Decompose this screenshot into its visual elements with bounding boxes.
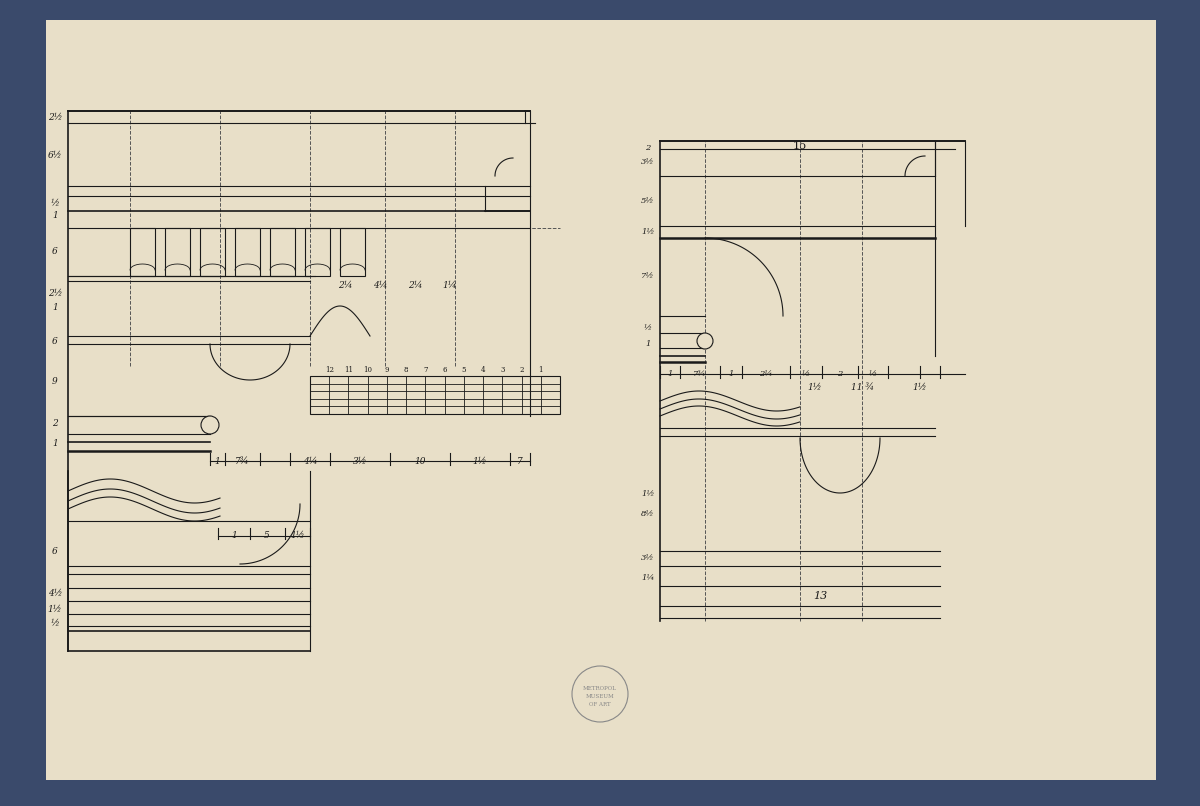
Text: 2½: 2½: [48, 114, 62, 123]
Text: 4¼: 4¼: [373, 281, 388, 290]
Circle shape: [202, 416, 220, 434]
Text: 1½: 1½: [48, 605, 62, 614]
Text: ½: ½: [50, 620, 59, 629]
Text: 2: 2: [646, 144, 650, 152]
Text: 7: 7: [424, 366, 427, 374]
Text: 2¼: 2¼: [408, 281, 422, 290]
Text: 5½: 5½: [641, 197, 655, 205]
Circle shape: [697, 333, 713, 349]
Text: 3½: 3½: [353, 456, 367, 466]
Text: 1: 1: [667, 370, 673, 378]
Bar: [270, 228, 295, 276]
Text: 3½: 3½: [641, 158, 655, 166]
Text: METROPOL: METROPOL: [583, 685, 617, 691]
Text: 7¾: 7¾: [235, 456, 250, 466]
Text: 1½: 1½: [290, 531, 305, 541]
Text: 7¾: 7¾: [694, 370, 707, 378]
Text: MUSEUM: MUSEUM: [586, 693, 614, 699]
Text: 11 ¾: 11 ¾: [852, 384, 875, 393]
Text: ½: ½: [50, 200, 59, 209]
Text: 1½: 1½: [808, 384, 822, 393]
Text: 1: 1: [646, 340, 650, 348]
Text: 11: 11: [344, 366, 353, 374]
Text: 3½: 3½: [641, 554, 655, 562]
Bar: [310, 376, 560, 414]
Text: 1½: 1½: [641, 228, 655, 236]
Text: 3: 3: [500, 366, 504, 374]
Text: 13: 13: [812, 591, 827, 601]
Text: 15: 15: [793, 141, 808, 151]
Text: 6: 6: [52, 247, 58, 256]
Text: 1¼: 1¼: [443, 281, 457, 290]
Text: 1: 1: [728, 370, 733, 378]
Bar: [305, 228, 330, 276]
Text: 1: 1: [232, 531, 236, 541]
Text: ½: ½: [802, 370, 810, 378]
Text: 1: 1: [52, 211, 58, 221]
Text: 9: 9: [52, 376, 58, 385]
Text: 1: 1: [52, 439, 58, 448]
Text: OF ART: OF ART: [589, 701, 611, 707]
Text: 4: 4: [481, 366, 485, 374]
Bar: [130, 228, 155, 276]
Text: 4½: 4½: [48, 588, 62, 597]
Bar: [200, 228, 226, 276]
Text: 1½: 1½: [913, 384, 928, 393]
Text: 2: 2: [838, 370, 842, 378]
Text: 2¼: 2¼: [337, 281, 353, 290]
Text: 12: 12: [325, 366, 334, 374]
Text: 5: 5: [264, 531, 270, 541]
Bar: [235, 228, 260, 276]
Text: 2½: 2½: [48, 289, 62, 298]
Text: 1: 1: [215, 456, 221, 466]
Text: 8½: 8½: [641, 510, 655, 518]
Text: 1: 1: [52, 304, 58, 313]
Text: 1: 1: [539, 366, 544, 374]
Text: 7½: 7½: [641, 272, 655, 280]
Bar: [166, 228, 190, 276]
Text: 6½: 6½: [48, 152, 62, 160]
Text: ½: ½: [644, 324, 652, 332]
Text: 1½: 1½: [641, 490, 655, 498]
Text: 6: 6: [52, 546, 58, 555]
Text: 6: 6: [443, 366, 446, 374]
Text: 5: 5: [462, 366, 466, 374]
Text: 7: 7: [517, 456, 523, 466]
Text: 2: 2: [520, 366, 523, 374]
Text: 6: 6: [52, 336, 58, 346]
Text: 10: 10: [364, 366, 372, 374]
Text: 1½: 1½: [473, 456, 487, 466]
Text: 1¼: 1¼: [641, 574, 655, 582]
Text: 2¼: 2¼: [760, 370, 773, 378]
Text: 4¼: 4¼: [302, 456, 317, 466]
Text: 9: 9: [385, 366, 389, 374]
Text: 10: 10: [414, 456, 426, 466]
Text: 2: 2: [52, 419, 58, 429]
Bar: [340, 228, 365, 276]
Text: 8: 8: [404, 366, 408, 374]
Text: ½: ½: [869, 370, 877, 378]
